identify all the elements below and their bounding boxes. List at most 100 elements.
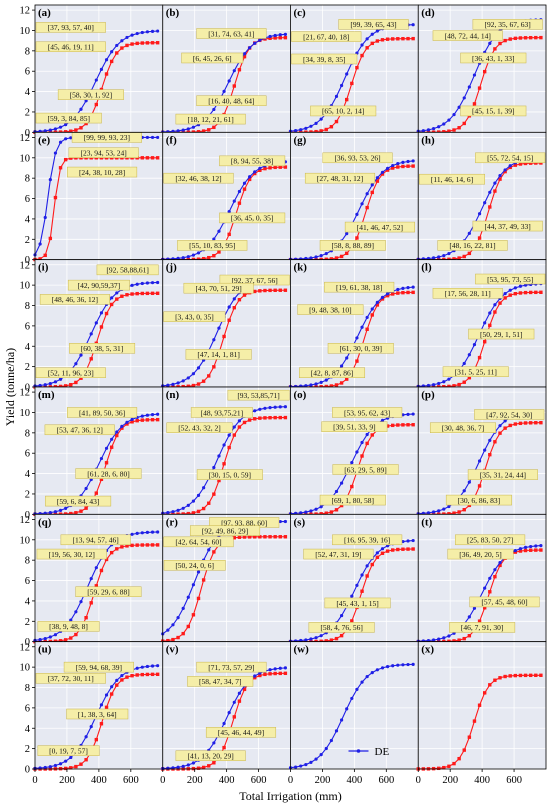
de-point: [370, 670, 374, 675]
parameter-label: [42, 90,59,37]: [78, 281, 121, 290]
fmin-point: [401, 290, 405, 295]
parameter-label: [1, 38, 3, 64]: [78, 710, 117, 719]
y-tick-label: 4: [25, 342, 31, 353]
fmin-point: [176, 635, 180, 640]
de-point: [166, 628, 170, 632]
de-point: [94, 78, 98, 82]
parameter-label: [92, 37, 67, 56]: [232, 276, 278, 285]
fmin-point: [109, 302, 114, 307]
fmin-point: [391, 166, 395, 170]
de-point: [355, 212, 359, 216]
de-point: [202, 486, 206, 490]
parameter-label-box: [68, 147, 139, 158]
fmin-point: [207, 374, 211, 378]
parameter-label: [69, 1, 80, 58]: [332, 496, 375, 505]
de-point: [345, 356, 349, 360]
fmin-point: [411, 547, 415, 551]
fmin-point: [477, 236, 482, 240]
fmin-point: [109, 59, 114, 64]
de-point: [186, 503, 190, 507]
fmin-point: [539, 290, 543, 295]
x-tick-label: 400: [474, 775, 490, 786]
fmin-point: [212, 254, 216, 258]
panel-letter: (o): [294, 389, 307, 401]
parameter-label: [55, 10, 83, 95]: [189, 241, 235, 250]
y-tick-label: 6: [25, 449, 30, 460]
fmin-point: [242, 420, 247, 425]
parameter-label: [61, 28, 6, 80]: [87, 469, 130, 478]
fmin-point: [63, 638, 68, 642]
de-point: [294, 128, 298, 133]
de-point: [319, 634, 323, 638]
de-point: [242, 181, 247, 185]
parameter-label: [19, 56, 30, 12]: [49, 550, 95, 559]
fmin-point: [263, 672, 267, 677]
fmin-point: [355, 236, 359, 240]
fmin-point: [186, 511, 190, 516]
parameter-label-box: [291, 53, 358, 65]
fmin-point: [99, 722, 104, 726]
de-point: [110, 296, 114, 300]
panel-letter: (i): [38, 262, 49, 274]
fmin-point: [477, 355, 482, 360]
fmin-point: [69, 156, 73, 160]
fmin-point: [493, 574, 497, 579]
de-point: [411, 662, 415, 666]
fmin-point: [201, 129, 206, 133]
panel-p: [47, 92, 54, 30][30, 48, 36, 7] [35, 31, …: [416, 386, 547, 517]
fmin-point: [247, 418, 252, 422]
fmin-point: [94, 491, 99, 495]
parameter-label-box: [219, 155, 286, 167]
fmin-point: [135, 291, 139, 296]
de-point: [340, 718, 344, 722]
fmin-point: [186, 384, 190, 388]
de-point: [38, 638, 42, 642]
panel-letter: (u): [38, 644, 52, 656]
parameter-label-box: [67, 279, 130, 291]
de-point: [406, 539, 410, 543]
fmin-point: [232, 433, 236, 437]
parameter-label: [30, 6, 86, 83]: [458, 496, 501, 505]
fmin-point: [155, 156, 160, 160]
de-point: [309, 256, 313, 260]
parameter-label-box: [475, 273, 546, 285]
fmin-point: [212, 125, 216, 130]
de-point: [69, 136, 73, 140]
panel-r: [97, 93, 88, 60][92, 49, 86, 29] [42, 64,…: [161, 513, 291, 643]
de-point: [483, 201, 487, 205]
de-point: [156, 530, 160, 534]
de-point: [273, 405, 277, 409]
fmin-point: [447, 384, 451, 389]
de-point: [380, 666, 385, 670]
de-point: [406, 159, 410, 164]
panel-letter: (w): [294, 644, 310, 656]
de-point: [375, 29, 379, 33]
de-point: [278, 33, 282, 37]
fmin-point: [329, 384, 334, 388]
panel-a: [37, 93, 57, 40] [45, 46, 19, 11] [58, 30,…: [20, 4, 164, 139]
de-point: [156, 135, 160, 140]
fmin-point: [411, 423, 415, 427]
fmin-point: [334, 383, 339, 387]
fmin-point: [360, 53, 364, 58]
de-point: [498, 424, 502, 428]
parameter-label: [24, 38, 10, 28]: [79, 168, 125, 177]
de-point: [334, 94, 339, 98]
de-point: [370, 307, 374, 311]
de-point: [212, 741, 216, 745]
de-point: [186, 127, 190, 131]
de-point: [120, 424, 124, 428]
de-point: [53, 510, 58, 514]
fmin-point: [186, 624, 190, 629]
parameter-label: [99, 39, 65, 43]: [350, 20, 396, 29]
de-point: [242, 52, 247, 56]
parameter-label-box: [35, 41, 106, 53]
de-point: [483, 586, 487, 590]
de-point: [278, 519, 282, 524]
parameter-label: [92, 49, 86, 29]: [202, 526, 248, 535]
parameter-label: [27, 48, 31, 12]: [317, 174, 363, 183]
fmin-point: [63, 766, 68, 771]
de-point: [191, 499, 196, 503]
de-point: [447, 252, 451, 256]
y-tick-label: 4: [25, 596, 31, 607]
